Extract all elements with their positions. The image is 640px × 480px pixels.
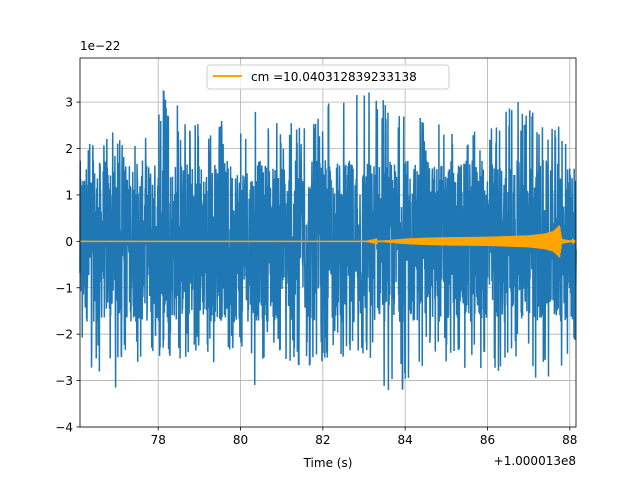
y-tick-label: −4 (55, 421, 73, 435)
y-axis-ticks: −4 −3 −2 −1 0 1 2 3 (55, 96, 80, 435)
series-strain-noise (79, 90, 577, 390)
x-tick-label: 80 (233, 433, 248, 447)
x-tick-label: 88 (562, 433, 577, 447)
y-tick-label: −2 (55, 328, 73, 342)
x-tick-label: 82 (315, 433, 330, 447)
x-tick-label: 84 (398, 433, 413, 447)
x-tick-label: 78 (151, 433, 166, 447)
series-line-strain (79, 90, 577, 390)
y-tick-label: −3 (55, 374, 73, 388)
y-tick-label: 2 (65, 142, 73, 156)
y-tick-label: −1 (55, 281, 73, 295)
y-tick-label: 3 (65, 96, 73, 110)
series-line-template (80, 225, 577, 258)
x-tick-label: 86 (480, 433, 495, 447)
y-tick-label: 1 (65, 188, 73, 202)
legend-box (206, 64, 450, 90)
legend: cm =10.040312839233138 (206, 64, 450, 90)
y-axis-scale-label: 1e−22 (80, 39, 120, 53)
axes-frame (79, 57, 577, 428)
x-axis-offset-label: +1.000013e8 (494, 454, 576, 468)
x-axis-ticks: 78 80 82 84 86 88 (151, 427, 577, 447)
y-tick-label: 0 (65, 235, 73, 249)
series-template-waveform (80, 225, 577, 258)
legend-entry-label: cm =10.040312839233138 (251, 70, 417, 84)
x-axis-label: Time (s) (303, 456, 353, 470)
